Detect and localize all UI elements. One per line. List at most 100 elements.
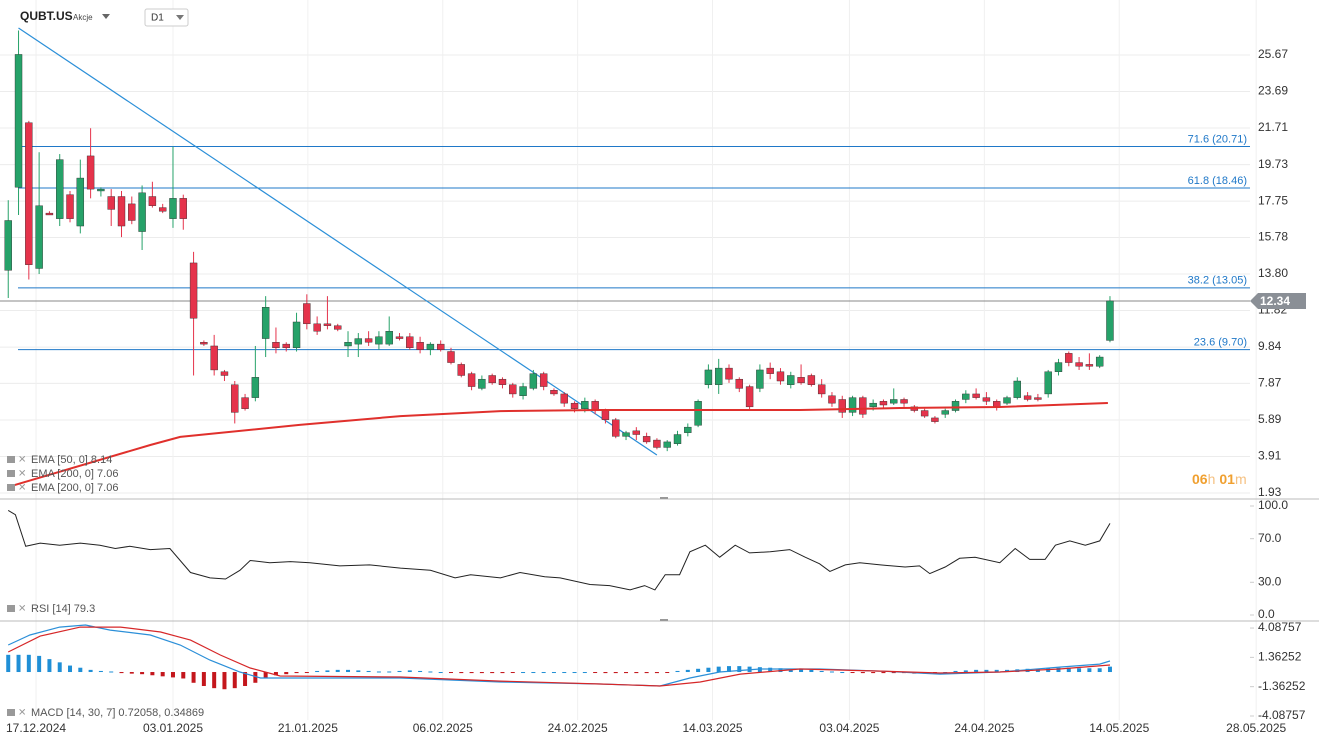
macd-histogram-bar [829, 671, 834, 673]
candle-body [107, 196, 115, 210]
legend-entry: EMA [50, 0] 8.14 [31, 454, 112, 466]
candle-body [807, 375, 816, 385]
candle-body [519, 386, 527, 396]
macd-histogram-bar [119, 672, 124, 674]
legend-remove: ✕ [18, 483, 26, 494]
macd-histogram-bar [129, 672, 134, 674]
macd-histogram-bar [212, 672, 217, 689]
macd-signal-line [7, 626, 1111, 687]
macd-histogram-bar [1066, 667, 1071, 673]
candle-body [653, 439, 661, 448]
macd-histogram-bar [891, 672, 896, 674]
candle-body [828, 395, 836, 404]
candle-body [1075, 362, 1083, 367]
macd-histogram-bar [253, 672, 258, 683]
macd-histogram-bar [840, 672, 845, 674]
candle-body [447, 351, 455, 363]
candle-body [1034, 397, 1042, 400]
candle-body [766, 367, 774, 374]
candle-body [303, 303, 311, 325]
macd-histogram-bar [809, 669, 814, 673]
macd-histogram-bar [284, 672, 289, 675]
rsi-line [7, 509, 1111, 591]
candle-timer: 06h 01m [1192, 471, 1247, 487]
candle-body [354, 338, 363, 345]
x-tick-label: 03.04.2025 [819, 721, 879, 735]
macd-line [7, 624, 1111, 687]
candle-body [498, 378, 507, 385]
symbol-dropdown[interactable] [102, 14, 110, 19]
interval-select[interactable] [144, 8, 189, 27]
candle-body [1054, 362, 1063, 372]
macd-histogram-bar [768, 667, 773, 673]
macd-histogram-bar [243, 672, 248, 687]
macd-histogram-bar [140, 672, 145, 675]
macd-legend: MACD [14, 30, 7] 0.72058, 0.34869 [31, 707, 204, 719]
legend-entry: EMA [200, 0] 7.06 [31, 482, 118, 494]
macd-histogram-bar [366, 670, 371, 673]
panel-resize-handle[interactable] [660, 619, 668, 621]
candle-body [704, 369, 713, 385]
macd-histogram-bar [654, 672, 659, 674]
candle-body [1065, 353, 1073, 363]
candle-body [694, 401, 702, 426]
macd-histogram-bar [356, 670, 361, 673]
candle-body [169, 198, 177, 219]
macd-histogram-bar [521, 672, 526, 674]
candle-body [179, 198, 187, 219]
x-tick-label: 03.01.2025 [143, 721, 203, 735]
candle-body [56, 159, 64, 219]
fib-level-label: 38.2 (13.05) [1188, 275, 1247, 287]
last-price-tag [1250, 292, 1306, 309]
candle-body [838, 399, 846, 413]
y-tick-label: 9.84 [1258, 339, 1282, 353]
macd-histogram-bar [634, 672, 639, 674]
macd-histogram-bar [788, 668, 793, 673]
candle-body [1106, 300, 1114, 341]
interval-dropdown[interactable] [176, 15, 184, 20]
rsi-legend: RSI [14] 79.3 [31, 603, 95, 615]
candle-body [601, 410, 610, 420]
macd-histogram-bar [994, 669, 999, 673]
candle-body [86, 155, 95, 190]
candle-body [406, 336, 414, 349]
candle-body [189, 262, 198, 319]
candle-body [951, 401, 960, 411]
candle-body [241, 397, 249, 409]
macd-histogram-bar [37, 655, 42, 673]
macd-histogram-bar [16, 654, 21, 673]
x-tick-label: 06.02.2025 [413, 721, 473, 735]
macd-histogram-bar [582, 672, 587, 674]
candle-body [138, 192, 146, 232]
macd-histogram-bar [850, 672, 855, 674]
legend-remove: ✕ [18, 469, 26, 480]
y-tick-label: 1.36252 [1258, 650, 1302, 664]
candle-body [663, 441, 671, 448]
candle-body [859, 397, 867, 415]
interval[interactable]: D1 [151, 13, 164, 24]
symbol[interactable]: QUBT.US [20, 9, 73, 23]
macd-histogram-bar [737, 666, 742, 673]
macd-histogram-bar [150, 672, 155, 676]
candle-body [1085, 364, 1094, 367]
macd-histogram-bar [263, 672, 268, 679]
fib-level-label: 71.6 (20.71) [1188, 133, 1247, 145]
candle-body [725, 367, 733, 380]
panel-resize-handle[interactable] [660, 497, 668, 499]
macd-histogram-bar [304, 672, 309, 674]
macd-histogram-bar [613, 672, 618, 674]
macd-histogram-bar [706, 667, 711, 673]
candle-body [684, 426, 692, 433]
macd-histogram-bar [459, 672, 464, 674]
macd-histogram-bar [726, 666, 731, 673]
candle-body [97, 188, 105, 192]
macd-histogram-bar [531, 672, 536, 674]
candle-body [76, 177, 85, 227]
macd-histogram-bar [418, 670, 423, 673]
y-tick-label: 21.71 [1258, 120, 1288, 134]
macd-histogram-bar [428, 671, 433, 673]
last-price-label: 12.34 [1260, 294, 1290, 308]
candle-body [539, 373, 548, 387]
